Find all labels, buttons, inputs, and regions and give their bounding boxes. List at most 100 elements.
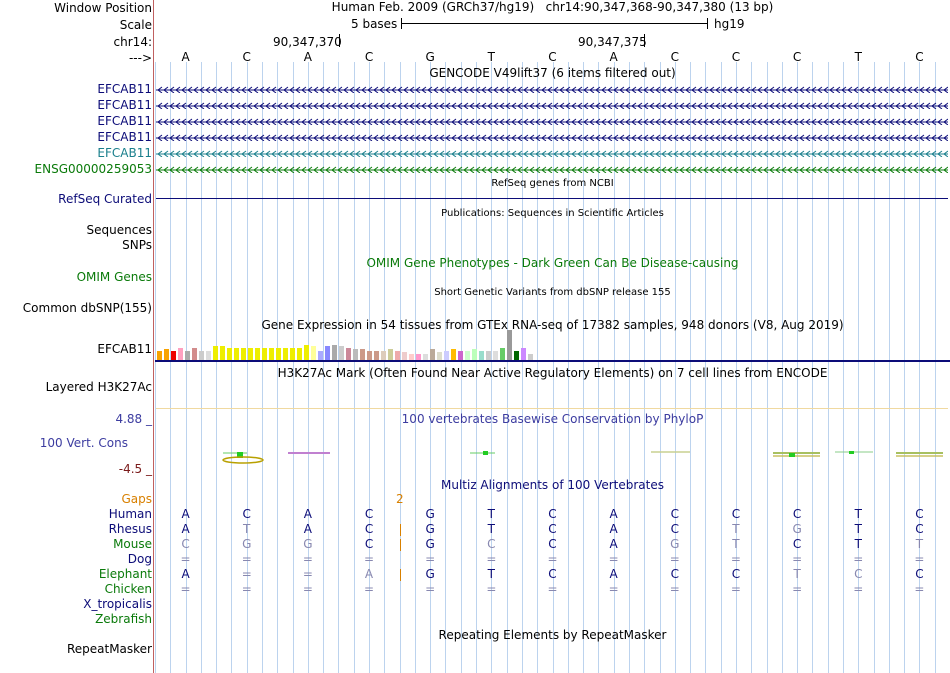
species-label[interactable]: Mouse xyxy=(113,537,152,551)
gtex-tissue-bar[interactable] xyxy=(416,354,421,360)
gtex-tissue-bar[interactable] xyxy=(178,348,183,360)
gtex-tissue-bar[interactable] xyxy=(192,348,197,360)
gtex-tissue-bar[interactable] xyxy=(514,351,519,360)
gtex-tissue-bar[interactable] xyxy=(493,351,498,360)
conservation-track-label[interactable]: 100 Vert. Cons xyxy=(39,436,128,450)
gtex-tissue-bar[interactable] xyxy=(486,351,491,360)
gtex-tissue-bar[interactable] xyxy=(423,354,428,360)
gtex-tissue-bar[interactable] xyxy=(472,349,477,360)
gtex-tissue-bar[interactable] xyxy=(395,351,400,360)
scale-bar xyxy=(401,23,708,24)
gtex-tissue-bar[interactable] xyxy=(262,348,267,360)
gtex-tissue-bar[interactable] xyxy=(521,348,526,360)
refseq-gene-line[interactable] xyxy=(156,198,948,199)
refseq-track-label[interactable]: RefSeq Curated xyxy=(58,192,152,206)
gtex-tissue-bar[interactable] xyxy=(241,348,246,360)
gtex-tissue-bar[interactable] xyxy=(297,348,302,360)
gencode-gene-bar[interactable] xyxy=(156,118,948,125)
gtex-tissue-bar[interactable] xyxy=(346,348,351,360)
gtex-tissue-bar[interactable] xyxy=(528,354,533,360)
omim-track-label[interactable]: OMIM Genes xyxy=(76,270,152,284)
gencode-gene-bar[interactable] xyxy=(156,86,948,93)
gencode-gene-label[interactable]: EFCAB11 xyxy=(97,98,152,112)
species-label[interactable]: Human xyxy=(108,507,152,521)
gtex-tissue-bar[interactable] xyxy=(185,351,190,360)
gencode-track-title[interactable]: GENCODE V49lift37 (6 items filtered out) xyxy=(429,66,676,80)
gtex-tissue-bar[interactable] xyxy=(367,351,372,360)
gencode-gene-label[interactable]: EFCAB11 xyxy=(97,82,152,96)
gtex-track-label[interactable]: EFCAB11 xyxy=(97,342,152,356)
gtex-tissue-bar[interactable] xyxy=(374,351,379,360)
gtex-track-title[interactable]: Gene Expression in 54 tissues from GTEx … xyxy=(261,318,844,332)
gtex-tissue-bar[interactable] xyxy=(360,349,365,360)
gtex-tissue-bar[interactable] xyxy=(444,351,449,360)
refseq-track-title[interactable]: RefSeq genes from NCBI xyxy=(491,178,614,189)
gtex-tissue-bar[interactable] xyxy=(465,351,470,360)
h3k27ac-track-label[interactable]: Layered H3K27Ac xyxy=(45,380,152,394)
gtex-tissue-bar[interactable] xyxy=(437,352,442,360)
gtex-tissue-bar[interactable] xyxy=(220,346,225,360)
gencode-gene-bar[interactable] xyxy=(156,134,948,141)
gencode-gene-bar[interactable] xyxy=(156,150,948,157)
gtex-tissue-bar[interactable] xyxy=(269,348,274,360)
gencode-gene-label[interactable]: EFCAB11 xyxy=(97,114,152,128)
gtex-tissue-bar[interactable] xyxy=(479,351,484,360)
gtex-tissue-bar[interactable] xyxy=(213,346,218,360)
gtex-tissue-bar[interactable] xyxy=(458,351,463,360)
gtex-tissue-bar[interactable] xyxy=(402,352,407,360)
dbsnp-track-title[interactable]: Short Genetic Variants from dbSNP releas… xyxy=(434,287,671,298)
gtex-tissue-bar[interactable] xyxy=(353,349,358,360)
species-label[interactable]: Elephant xyxy=(98,567,152,581)
gtex-tissue-bar[interactable] xyxy=(451,349,456,360)
gtex-tissue-bar[interactable] xyxy=(157,351,162,360)
gencode-gene-bar[interactable] xyxy=(156,102,948,109)
repeatmasker-track-label[interactable]: RepeatMasker xyxy=(66,642,152,656)
multiz-track-title[interactable]: Multiz Alignments of 100 Vertebrates xyxy=(440,478,665,492)
publications-track-title[interactable]: Publications: Sequences in Scientific Ar… xyxy=(441,208,664,219)
alignment-base: = xyxy=(425,582,436,596)
gtex-tissue-bar[interactable] xyxy=(234,348,239,360)
gtex-tissue-bar[interactable] xyxy=(206,351,211,360)
repeatmasker-track-title[interactable]: Repeating Elements by RepeatMasker xyxy=(438,628,667,642)
conservation-plot[interactable] xyxy=(155,420,950,480)
gencode-gene-label[interactable]: EFCAB11 xyxy=(97,130,152,144)
gtex-tissue-bar[interactable] xyxy=(500,348,505,360)
species-label[interactable]: Zebrafish xyxy=(95,612,152,626)
gtex-tissue-bar[interactable] xyxy=(381,351,386,360)
gtex-tissue-bar[interactable] xyxy=(276,348,281,360)
species-label[interactable]: Dog xyxy=(127,552,152,566)
gtex-bar-chart[interactable] xyxy=(157,330,537,360)
alignment-base: G xyxy=(792,522,802,536)
h3k27ac-track-title[interactable]: H3K27Ac Mark (Often Found Near Active Re… xyxy=(277,366,828,380)
gtex-tissue-bar[interactable] xyxy=(255,348,260,360)
gtex-tissue-bar[interactable] xyxy=(339,346,344,360)
dbsnp-track-label[interactable]: Common dbSNP(155) xyxy=(22,301,152,315)
publications-snps-label[interactable]: SNPs xyxy=(122,238,152,252)
gtex-tissue-bar[interactable] xyxy=(409,354,414,360)
gencode-gene-label[interactable]: EFCAB11 xyxy=(97,146,152,160)
gtex-tissue-bar[interactable] xyxy=(283,348,288,360)
gtex-tissue-bar[interactable] xyxy=(304,345,309,360)
species-label[interactable]: X_tropicalis xyxy=(83,597,152,611)
gencode-gene-bar[interactable] xyxy=(156,166,948,173)
gtex-tissue-bar[interactable] xyxy=(507,330,512,360)
gtex-tissue-bar[interactable] xyxy=(430,349,435,360)
gtex-tissue-bar[interactable] xyxy=(227,348,232,360)
conservation-track-title[interactable]: 100 vertebrates Basewise Conservation by… xyxy=(401,412,704,426)
gencode-gene-label[interactable]: ENSG00000259053 xyxy=(34,162,152,176)
gtex-tissue-bar[interactable] xyxy=(290,348,295,360)
omim-track-title[interactable]: OMIM Gene Phenotypes - Dark Green Can Be… xyxy=(366,256,739,270)
gtex-tissue-bar[interactable] xyxy=(332,345,337,360)
gtex-tissue-bar[interactable] xyxy=(164,349,169,360)
species-label[interactable]: Rhesus xyxy=(108,522,152,536)
publications-sequences-label[interactable]: Sequences xyxy=(86,223,152,237)
gtex-tissue-bar[interactable] xyxy=(248,348,253,360)
gtex-tissue-bar[interactable] xyxy=(199,351,204,360)
species-label[interactable]: Chicken xyxy=(104,582,152,596)
gtex-tissue-bar[interactable] xyxy=(325,346,330,360)
gaps-label[interactable]: Gaps xyxy=(121,492,152,506)
gtex-tissue-bar[interactable] xyxy=(318,351,323,360)
gtex-tissue-bar[interactable] xyxy=(171,351,176,360)
gtex-tissue-bar[interactable] xyxy=(388,349,393,360)
gtex-tissue-bar[interactable] xyxy=(311,346,316,360)
